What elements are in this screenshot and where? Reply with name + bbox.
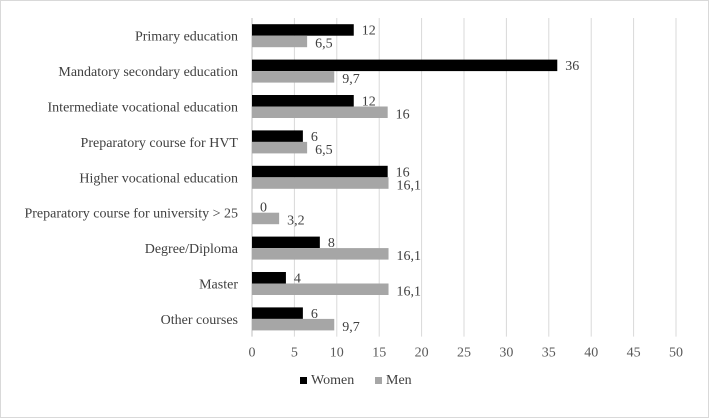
category-label: Primary education [135, 30, 238, 45]
bar-women [252, 307, 303, 319]
x-tick-label: 50 [669, 346, 683, 361]
data-label: 16,1 [397, 178, 422, 193]
category-label: Higher vocational education [79, 171, 238, 186]
category-label: Degree/Diploma [145, 242, 239, 257]
x-tick-label: 35 [542, 346, 556, 361]
x-tick-label: 45 [627, 346, 641, 361]
bar-women [252, 59, 558, 72]
legend-label: Men [386, 373, 412, 388]
data-label: 0 [260, 201, 267, 216]
legend-swatch-women [300, 377, 307, 384]
data-label: 6,5 [315, 37, 333, 52]
data-label: 36 [565, 59, 579, 74]
data-label: 6 [311, 130, 318, 145]
data-label: 8 [328, 236, 335, 251]
data-label: 16 [396, 108, 410, 123]
x-tick-label: 0 [249, 346, 256, 361]
bar-women [252, 130, 303, 142]
data-label: 16 [396, 165, 410, 180]
x-tick-label: 15 [372, 346, 386, 361]
bar-men [252, 71, 335, 83]
x-tick-label: 20 [415, 346, 429, 361]
bar-men [252, 177, 389, 189]
bar-men [252, 141, 308, 154]
category-label: Mandatory secondary education [58, 65, 238, 80]
bar-men [252, 212, 280, 225]
data-label: 4 [294, 272, 301, 287]
category-label: Preparatory course for HVT [81, 136, 239, 151]
bar-women [252, 236, 320, 249]
legend-swatch-men [375, 377, 382, 384]
category-label: Master [199, 278, 238, 293]
bar-men [252, 248, 389, 260]
legend-label: Women [311, 373, 354, 388]
data-label: 16,1 [397, 285, 422, 300]
data-label: 12 [362, 95, 376, 110]
category-label: Intermediate vocational education [48, 101, 238, 116]
bar-men [252, 106, 388, 118]
x-tick-label: 30 [499, 346, 513, 361]
x-tick-label: 10 [330, 346, 344, 361]
bar-women [252, 95, 354, 107]
data-label: 12 [362, 24, 376, 39]
x-tick-label: 5 [291, 346, 298, 361]
bar-women [252, 272, 286, 284]
data-label: 6 [311, 307, 318, 322]
category-label: Preparatory course for university > 25 [24, 207, 238, 222]
bar-women [252, 24, 354, 36]
bar-men [252, 35, 308, 48]
x-tick-label: 25 [457, 346, 471, 361]
category-label: Other courses [161, 313, 238, 328]
data-label: 16,1 [397, 249, 422, 264]
x-tick-label: 40 [584, 346, 598, 361]
data-label: 3,2 [287, 214, 305, 229]
data-label: 9,7 [342, 72, 360, 87]
bar-men [252, 283, 389, 295]
bar-men [252, 318, 335, 331]
data-label: 9,7 [342, 320, 360, 335]
data-label: 6,5 [315, 143, 333, 158]
bar-women [252, 165, 388, 178]
